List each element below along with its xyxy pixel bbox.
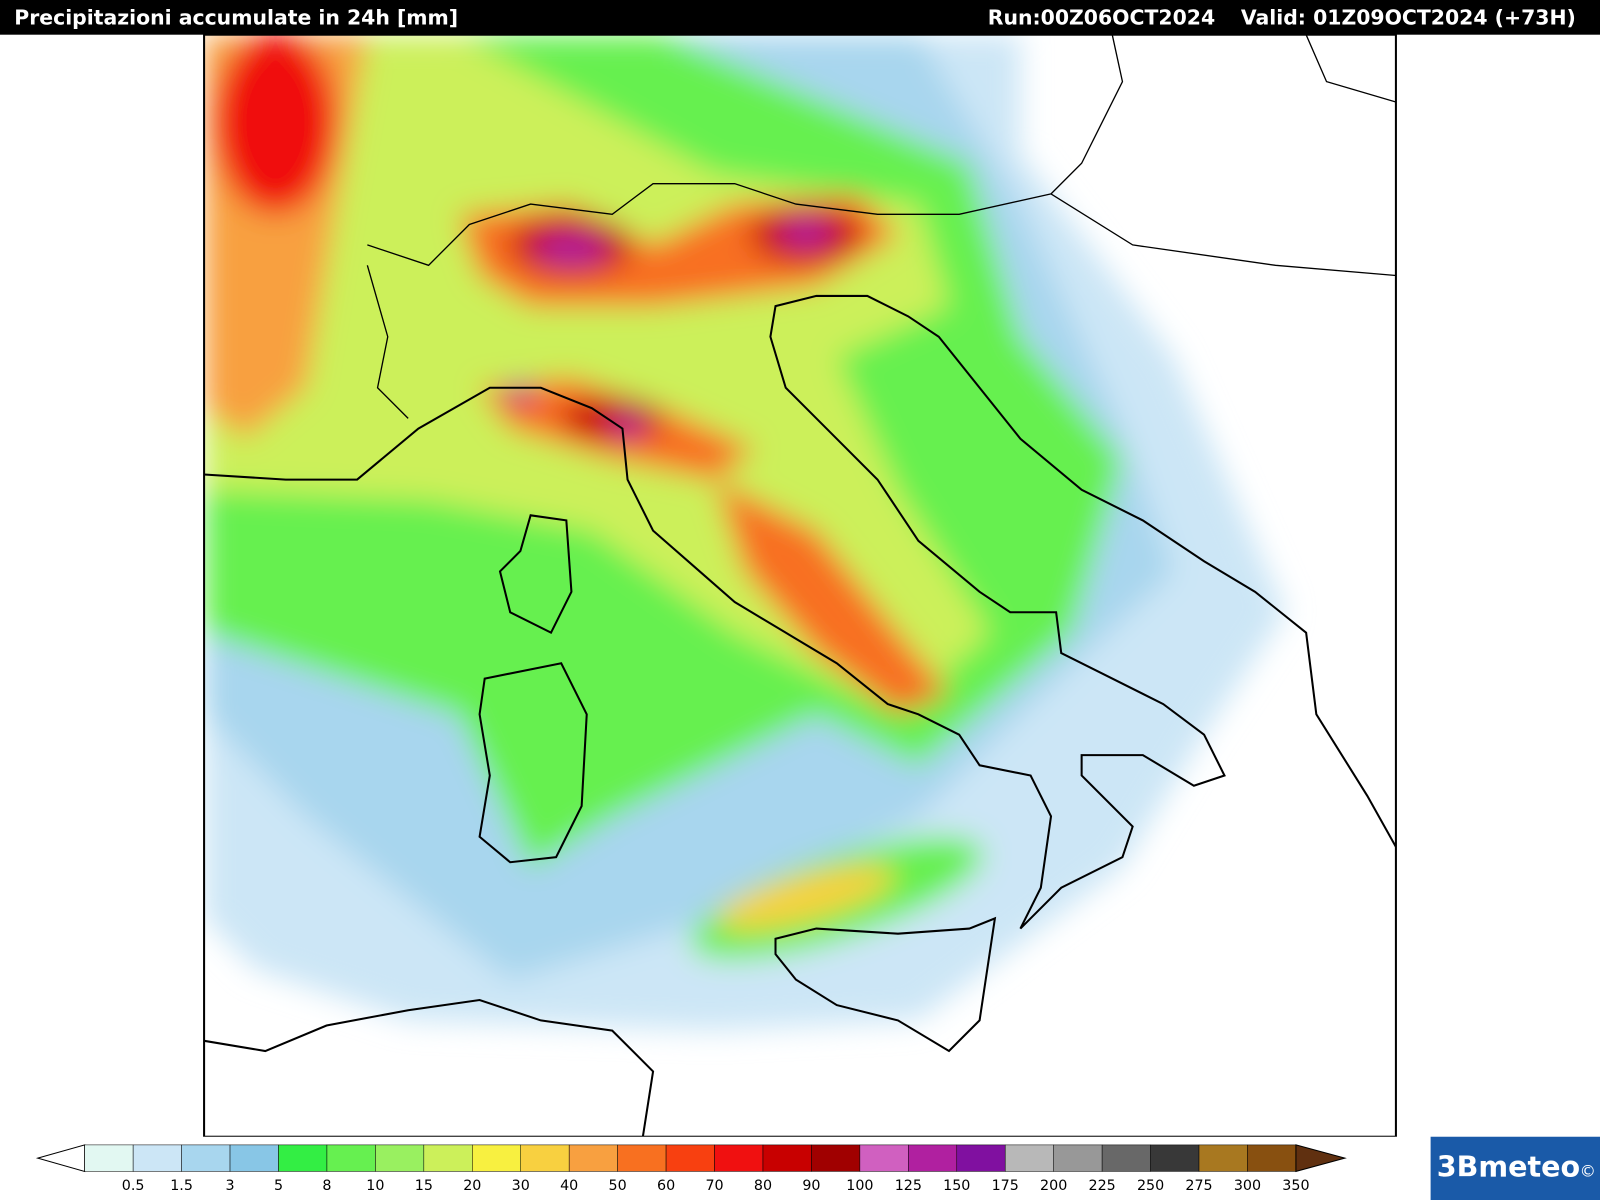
- legend-swatch: [568, 1144, 618, 1172]
- legend-label: 5: [274, 1178, 283, 1194]
- legend-label: 200: [1040, 1178, 1067, 1194]
- legend-label: 1.5: [170, 1178, 193, 1194]
- legend-swatch: [908, 1144, 958, 1172]
- legend-label: 10: [366, 1178, 384, 1194]
- legend-label: 175: [992, 1178, 1019, 1194]
- legend-swatch: [229, 1144, 279, 1172]
- legend-label: 60: [657, 1178, 675, 1194]
- legend-swatch: [956, 1144, 1006, 1172]
- legend-swatch: [665, 1144, 715, 1172]
- corsica: [498, 514, 573, 635]
- run-label: Run:00Z06OCT2024: [988, 5, 1215, 29]
- coastline: [204, 294, 1396, 930]
- legend-swatch: [181, 1144, 231, 1172]
- header-title: Precipitazioni accumulate in 24h [mm]: [14, 5, 458, 29]
- legend-swatch: [520, 1144, 570, 1172]
- legend-swatch: [326, 1144, 376, 1172]
- legend-swatch: [1004, 1144, 1054, 1172]
- geography: [204, 34, 1396, 1137]
- sardinia: [478, 662, 588, 864]
- legend-swatch: [278, 1144, 328, 1172]
- legend-label: 0.5: [122, 1178, 145, 1194]
- legend-label: 225: [1089, 1178, 1116, 1194]
- legend-swatch: [859, 1144, 909, 1172]
- legend-swatch: [1198, 1144, 1248, 1172]
- valid-label: Valid: 01Z09OCT2024 (+73H): [1241, 5, 1576, 29]
- africa-coast: [204, 998, 655, 1137]
- copyright: ©: [1580, 1162, 1596, 1181]
- legend-label: 50: [609, 1178, 627, 1194]
- sicily: [774, 916, 997, 1053]
- legend-label: 150: [943, 1178, 970, 1194]
- legend-label: 15: [415, 1178, 433, 1194]
- legend-label: 275: [1185, 1178, 1212, 1194]
- logo-box: [1430, 1136, 1600, 1200]
- legend-swatch: [714, 1144, 764, 1172]
- legend-over-arrow: [1295, 1144, 1347, 1173]
- legend-swatch: [617, 1144, 667, 1172]
- legend-swatch: [423, 1144, 473, 1172]
- legend-swatch: [1150, 1144, 1200, 1172]
- legend-swatch: [472, 1144, 521, 1172]
- legend-label: 8: [322, 1178, 331, 1194]
- legend-label: 125: [895, 1178, 922, 1194]
- legend-label: 3: [226, 1178, 235, 1194]
- legend-swatch: [375, 1144, 425, 1172]
- legend-label: 350: [1282, 1178, 1309, 1194]
- legend-swatch: [762, 1144, 812, 1172]
- precipitation-field: [204, 34, 1286, 1031]
- legend-swatch: [1247, 1144, 1297, 1172]
- legend-label: 70: [705, 1178, 723, 1194]
- legend-swatch: [811, 1144, 861, 1172]
- legend-label: 100: [846, 1178, 873, 1194]
- header-bar: [0, 0, 1600, 35]
- legend-label: 20: [463, 1178, 481, 1194]
- legend-label: 250: [1137, 1178, 1164, 1194]
- legend-swatch: [1053, 1144, 1103, 1172]
- legend-label: 90: [802, 1178, 820, 1194]
- color-legend: 0.5 1.5 3 5 8 10 15 20 30 40 50 60 70 80 90 100 125 150 17…: [35, 1144, 1347, 1194]
- legend-swatch: [132, 1144, 182, 1172]
- legend-label: 40: [560, 1178, 578, 1194]
- legend-label: 300: [1234, 1178, 1261, 1194]
- legend-swatch: [1101, 1144, 1151, 1172]
- legend-label: 30: [512, 1178, 530, 1194]
- legend-label: 80: [754, 1178, 772, 1194]
- logo: 3Bmeteo: [1437, 1150, 1580, 1184]
- legend-swatch: [84, 1144, 134, 1172]
- border: [366, 34, 1396, 419]
